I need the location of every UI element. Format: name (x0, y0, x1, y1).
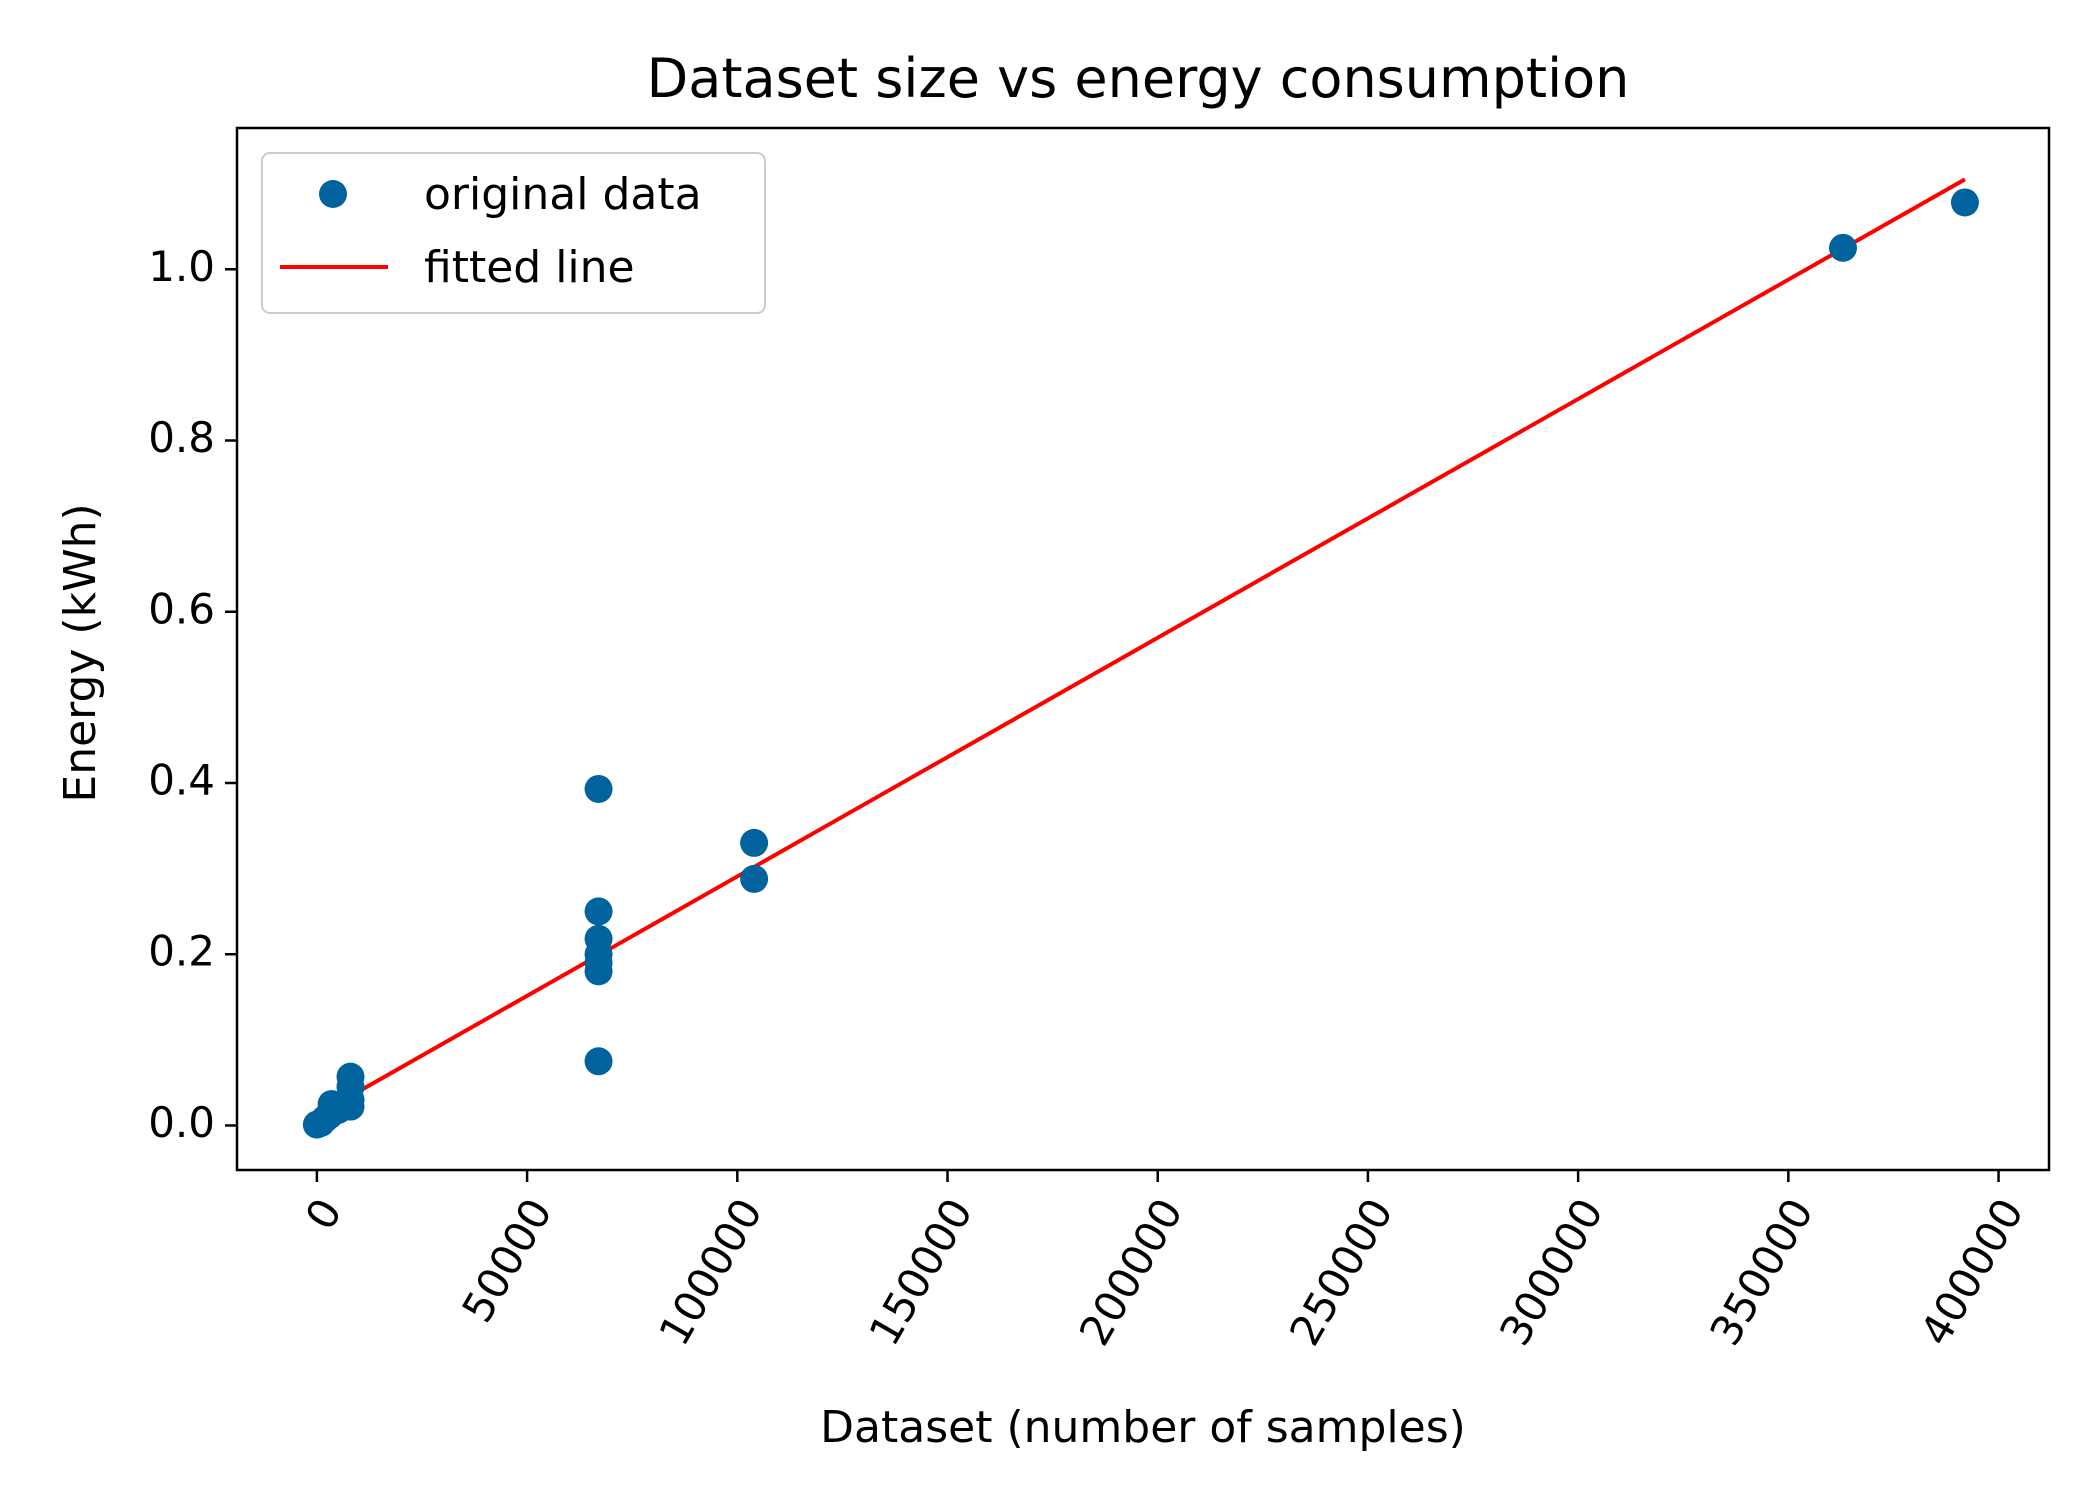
data-point (1950, 188, 1979, 217)
y-tick-label: 1.0 (148, 242, 215, 291)
data-point (1828, 233, 1857, 262)
data-point (740, 864, 769, 893)
legend-label-original-data: original data (424, 169, 702, 220)
y-axis: 0.0 0.2 0.4 0.6 0.8 1.0 (148, 242, 237, 1147)
data-point (584, 897, 613, 926)
x-axis-label: Dataset (number of samples) (820, 1402, 1466, 1453)
legend-marker-original-data (319, 180, 347, 208)
y-axis-label: Energy (kWh) (55, 503, 106, 802)
data-point (584, 957, 613, 986)
data-point (584, 1047, 613, 1076)
data-point (740, 828, 769, 857)
legend-frame (261, 152, 766, 314)
y-tick-label: 0.8 (148, 413, 215, 462)
chart-title: Dataset size vs energy consumption (647, 47, 1630, 110)
legend: original data fitted line (261, 152, 766, 314)
plot-area (235, 126, 2051, 1172)
y-tick-label: 0.2 (148, 927, 215, 976)
y-tick-label: 0.4 (148, 755, 215, 804)
data-point (584, 774, 613, 803)
series-layer (302, 177, 1979, 1139)
legend-label-fitted-line: fitted line (424, 242, 635, 293)
y-tick-label: 0.0 (148, 1098, 215, 1147)
y-tick-label: 0.6 (148, 584, 215, 633)
data-point (336, 1062, 365, 1091)
